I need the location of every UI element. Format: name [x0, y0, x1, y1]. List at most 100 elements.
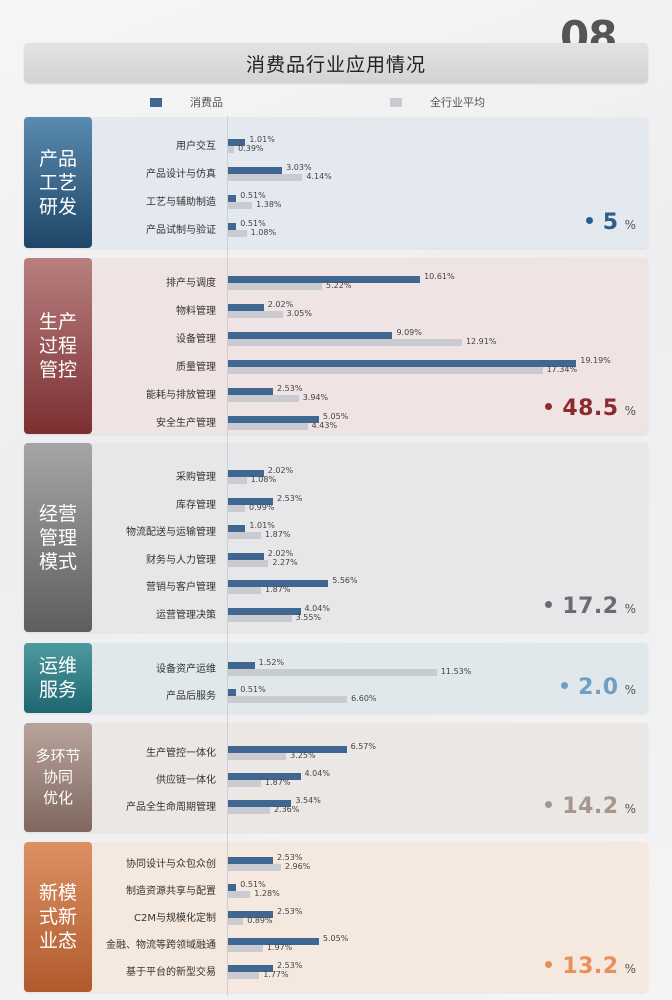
group-total-dot: [545, 961, 553, 968]
bar-value-consumer: 1.01%: [249, 521, 275, 530]
row-category-label: 用户交互: [176, 141, 216, 152]
legend-swatch-consumer: [150, 97, 162, 107]
group-label-text: 产品 工艺 研发: [39, 147, 77, 219]
bar-value-consumer: 5.05%: [322, 412, 349, 421]
group-label-2: 生产 过程 管控: [24, 258, 92, 434]
row-category-label: 营销与客户管理: [146, 582, 216, 593]
bar-value-consumer: 2.53%: [277, 384, 303, 393]
bar-consumer: [227, 525, 246, 532]
bar-value-consumer: 0.51%: [240, 191, 266, 200]
group-label-6: 新模 式新 业态: [24, 842, 92, 992]
bar-consumer: [227, 911, 274, 918]
bar-value-average: 17.34%: [546, 365, 578, 374]
bar-value-average: 1.87%: [265, 778, 291, 787]
bar-value-average: 1.08%: [250, 475, 277, 484]
bar-consumer: [227, 800, 292, 807]
bar-value-consumer: 0.51%: [240, 880, 266, 889]
group-label-line: 多环节: [35, 747, 81, 765]
bar-consumer: [227, 223, 237, 230]
group-label-line: 产品: [38, 147, 77, 170]
row-category-label: 产品后服务: [166, 691, 216, 702]
group-label-line: 优化: [42, 789, 73, 807]
bar-value-consumer: 19.19%: [580, 356, 611, 365]
bar-value-consumer: 5.05%: [322, 934, 349, 943]
bar-value-consumer: 10.61%: [424, 272, 455, 281]
panel-group-3: 经营 管理 模式: [24, 443, 648, 632]
legend-label-average: 全行业平均: [430, 96, 485, 109]
group-total-unit: %: [624, 962, 636, 976]
bar-value-consumer: 9.09%: [396, 328, 422, 337]
bar-consumer: [227, 965, 274, 972]
bar-consumer: [227, 195, 237, 202]
bar-value-average: 1.87%: [265, 530, 291, 539]
panel-group-6: 新模 式新 业态: [24, 842, 648, 992]
row-category-label: 财务与人力管理: [146, 554, 216, 566]
row-category-label: 工艺与辅助制造: [146, 197, 216, 208]
bar-value-consumer: 2.02%: [267, 300, 294, 309]
bar-average: [227, 753, 287, 760]
bar-consumer: [227, 360, 577, 367]
group-label-text: 新模 式新 业态: [39, 881, 77, 953]
group-label-5: 多环节 协同 优化: [24, 723, 92, 832]
bar-average: [227, 780, 262, 787]
bar-consumer: [227, 304, 264, 311]
bar-value-consumer: 2.53%: [277, 961, 303, 970]
group-total-value: 13.2: [562, 954, 619, 979]
group-label-3: 经营 管理 模式: [24, 443, 92, 632]
bar-consumer: [227, 773, 301, 780]
group-label-text: 多环节 协同 优化: [35, 746, 80, 809]
bar-consumer: [227, 938, 319, 945]
bar-average: [227, 283, 322, 290]
legend-item-average: 全行业平均: [390, 94, 485, 110]
bar-value-average: 1.77%: [263, 970, 289, 979]
bar-average: [227, 477, 247, 484]
row-category-label: 产品试制与验证: [146, 225, 216, 236]
group-label-line: 业态: [38, 930, 77, 952]
group-label-text: 运维 服务: [39, 654, 77, 702]
bar-average: [227, 559, 269, 567]
row-category-label: 安全生产管理: [156, 418, 216, 429]
bar-consumer: [227, 746, 347, 753]
bar-value-average: 0.89%: [247, 916, 273, 925]
bar-consumer: [227, 857, 274, 864]
row-category-label: 金融、物流等跨领域融通: [106, 940, 216, 951]
bar-value-average: 12.91%: [465, 337, 497, 346]
bar-average: [227, 230, 247, 237]
bar-value-consumer: 0.51%: [240, 685, 266, 694]
row-category-label: 采购管理: [176, 472, 216, 483]
group-total-unit: %: [624, 683, 636, 697]
bar-value-average: 1.97%: [266, 943, 293, 952]
bar-value-consumer: 3.03%: [286, 163, 312, 172]
group-label-line: 研发: [38, 195, 77, 218]
bar-value-consumer: 2.53%: [277, 907, 303, 916]
row-category-label: 产品设计与仿真: [146, 169, 216, 180]
group-total-3: 17.2%: [545, 594, 636, 619]
row-category-label: 协同设计与众包众创: [126, 859, 216, 870]
bar-average: [227, 972, 260, 979]
row-category-label: 设备资产运维: [156, 664, 216, 675]
bar-value-average: 4.43%: [311, 421, 338, 430]
bar-value-consumer: 1.01%: [249, 135, 275, 144]
bar-value-average: 2.36%: [273, 805, 300, 814]
group-total-dot: [561, 682, 569, 689]
bar-average: [227, 504, 246, 512]
bar-consumer: [227, 497, 274, 505]
bar-consumer: [227, 884, 237, 891]
bar-average: [227, 669, 437, 676]
group-total-value: 48.5: [562, 396, 619, 421]
group-label-line: 服务: [38, 679, 77, 701]
bar-consumer: [227, 689, 237, 696]
group-label-line: 工艺: [38, 171, 77, 194]
group-label-line: 运维: [38, 655, 77, 677]
group-total-4: 2.0%: [561, 675, 636, 700]
group-label-line: 模式: [38, 550, 77, 573]
page-title: 消费品行业应用情况: [245, 53, 426, 76]
row-category-label: 排产与调度: [166, 278, 216, 289]
row-category-label: 运营管理决策: [156, 609, 216, 621]
group-total-dot: [545, 403, 553, 410]
group-total-1: 5%: [585, 210, 636, 235]
bar-average: [227, 311, 283, 318]
panel-group-4: 运维 服务: [24, 643, 648, 713]
bar-value-consumer: 2.02%: [267, 466, 294, 475]
bar-value-average: 11.53%: [440, 667, 472, 676]
